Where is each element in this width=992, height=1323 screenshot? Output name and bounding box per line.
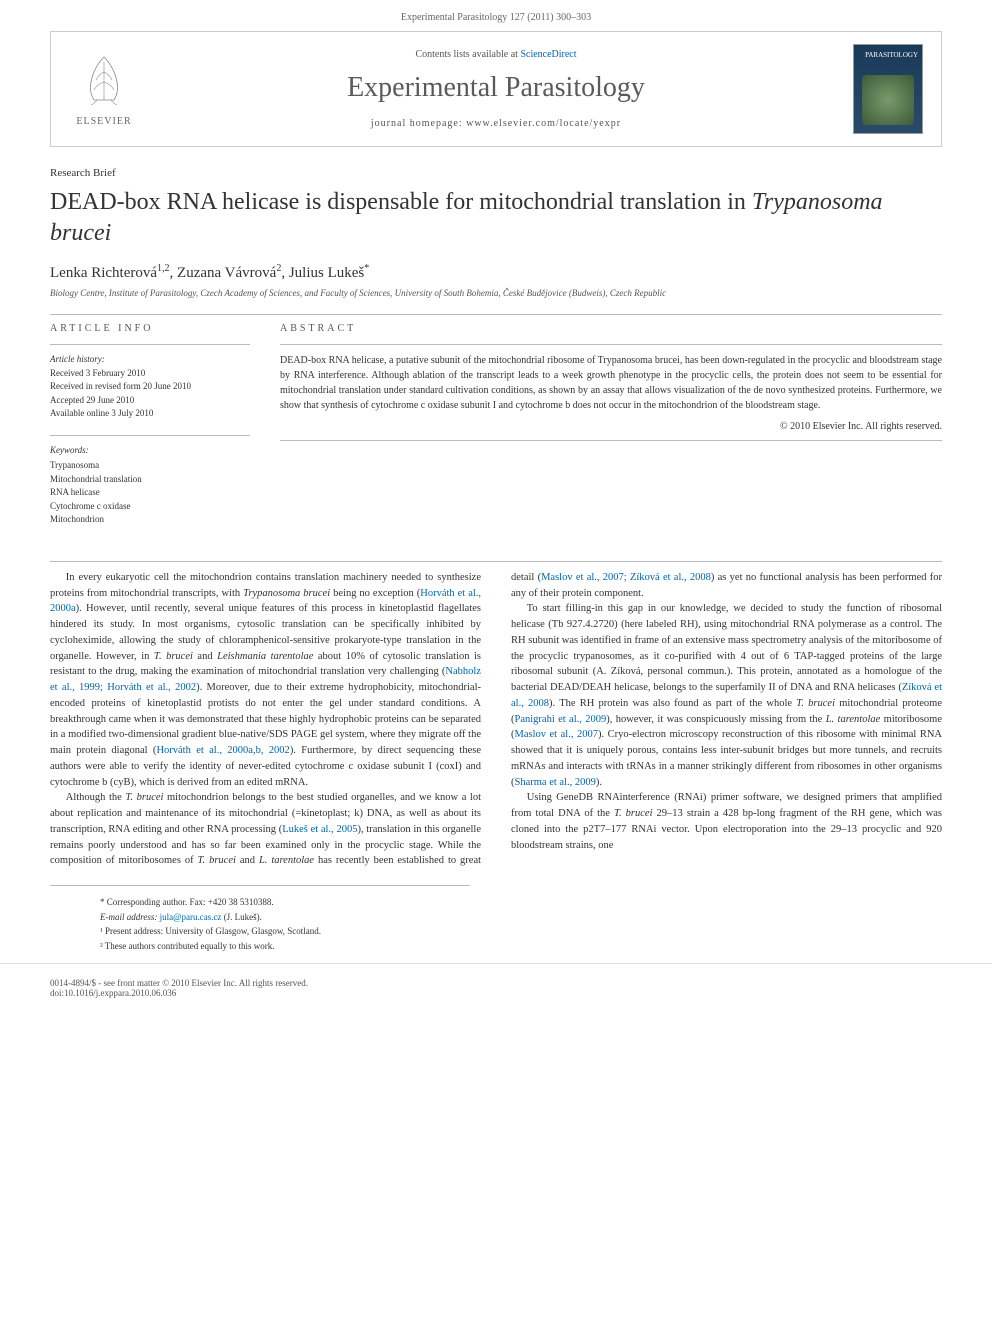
citation-link[interactable]: Horváth et al., 2000a,b, 2002 (156, 745, 289, 756)
abstract-text: DEAD-box RNA helicase, a putative subuni… (280, 353, 942, 413)
keywords-block: Keywords: Trypanosoma Mitochondrial tran… (50, 444, 250, 527)
keyword[interactable]: Trypanosoma (50, 459, 250, 473)
article-history: Article history: Received 3 February 201… (50, 353, 250, 421)
sciencedirect-link[interactable]: ScienceDirect (520, 49, 576, 60)
citation-link[interactable]: Panigrahi et al., 2009 (515, 714, 607, 725)
citation-link[interactable]: Maslov et al., 2007 (515, 729, 598, 740)
affiliation: Biology Centre, Institute of Parasitolog… (50, 288, 942, 298)
author[interactable]: Zuzana Vávrová (177, 265, 276, 281)
article-type: Research Brief (50, 167, 942, 179)
article-info-column: ARTICLE INFO Article history: Received 3… (50, 323, 250, 541)
citation-link[interactable]: Maslov et al., 2007; Zíková et al., 2008 (541, 572, 711, 583)
citation-link[interactable]: Lukeš et al., 2005 (282, 824, 357, 835)
author[interactable]: Lenka Richterová (50, 265, 157, 281)
contents-line: Contents lists available at ScienceDirec… (159, 49, 833, 60)
keyword[interactable]: Mitochondrion (50, 513, 250, 527)
history-online: Available online 3 July 2010 (50, 407, 250, 421)
abstract-column: ABSTRACT DEAD-box RNA helicase, a putati… (280, 323, 942, 541)
body-paragraph: In every eukaryotic cell the mitochondri… (50, 570, 481, 791)
history-accepted: Accepted 29 June 2010 (50, 394, 250, 408)
front-matter-doi: 0014-4894/$ - see front matter © 2010 El… (50, 978, 308, 998)
journal-title: Experimental Parasitology (159, 72, 833, 104)
elsevier-label: ELSEVIER (69, 116, 139, 127)
article-body: In every eukaryotic cell the mitochondri… (0, 570, 992, 869)
author[interactable]: Julius Lukeš (289, 265, 364, 281)
keyword[interactable]: Mitochondrial translation (50, 473, 250, 487)
cover-image (862, 75, 914, 125)
divider (50, 561, 942, 562)
article-info-heading: ARTICLE INFO (50, 323, 250, 334)
meta-abstract-row: ARTICLE INFO Article history: Received 3… (50, 323, 942, 541)
keyword[interactable]: Cytochrome c oxidase (50, 500, 250, 514)
divider (50, 435, 250, 436)
divider (50, 344, 250, 345)
corresponding-author-note: * Corresponding author. Fax: +420 38 531… (100, 896, 420, 910)
email-link[interactable]: jula@paru.cas.cz (160, 912, 222, 922)
body-paragraph: Using GeneDB RNAinterference (RNAi) prim… (511, 790, 942, 853)
footnote-equal-contribution: ² These authors contributed equally to t… (100, 940, 420, 954)
elsevier-logo[interactable]: ELSEVIER (69, 52, 139, 127)
running-header: Experimental Parasitology 127 (2011) 300… (0, 0, 992, 31)
divider (280, 344, 942, 345)
journal-cover-thumbnail[interactable]: PARASITOLOGY (853, 44, 923, 134)
keyword[interactable]: RNA helicase (50, 486, 250, 500)
masthead-center: Contents lists available at ScienceDirec… (159, 49, 833, 129)
history-revised: Received in revised form 20 June 2010 (50, 380, 250, 394)
article-title: DEAD-box RNA helicase is dispensable for… (50, 187, 942, 249)
journal-masthead: ELSEVIER Contents lists available at Sci… (50, 31, 942, 147)
cover-label: PARASITOLOGY (865, 51, 918, 59)
body-paragraph: To start filling-in this gap in our know… (511, 601, 942, 790)
email-line: E-mail address: jula@paru.cas.cz (J. Luk… (100, 911, 420, 925)
copyright-line: © 2010 Elsevier Inc. All rights reserved… (280, 421, 942, 432)
footnotes: * Corresponding author. Fax: +420 38 531… (50, 885, 470, 953)
authors-line: Lenka Richterová1,2, Zuzana Vávrová2, Ju… (50, 263, 942, 282)
citation-link[interactable]: Sharma et al., 2009 (515, 777, 596, 788)
abstract-heading: ABSTRACT (280, 323, 942, 334)
citation-text: Experimental Parasitology 127 (2011) 300… (401, 12, 591, 23)
journal-homepage[interactable]: journal homepage: www.elsevier.com/locat… (159, 118, 833, 129)
history-received: Received 3 February 2010 (50, 367, 250, 381)
elsevier-tree-icon (79, 52, 129, 107)
divider (280, 440, 942, 441)
divider (50, 314, 942, 315)
article-header: Research Brief DEAD-box RNA helicase is … (0, 167, 992, 562)
page-footer: 0014-4894/$ - see front matter © 2010 El… (0, 963, 992, 1018)
footnote-present-address: ¹ Present address: University of Glasgow… (100, 925, 420, 939)
